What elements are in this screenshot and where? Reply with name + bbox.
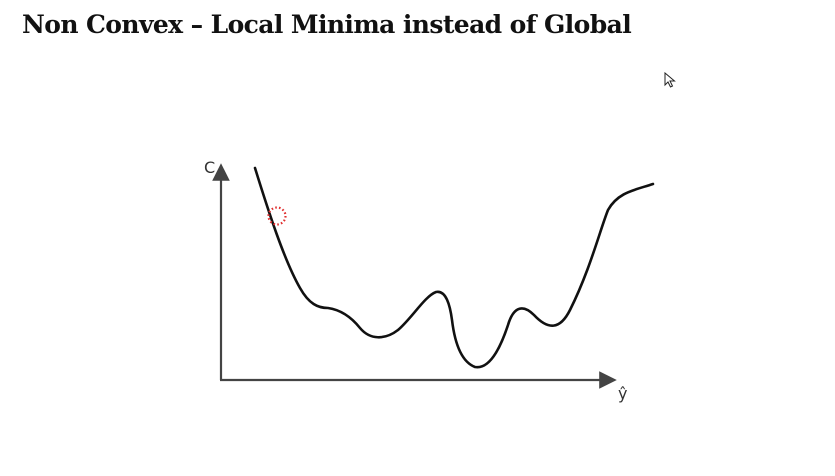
x-axis-label: ŷ (618, 384, 628, 403)
cost-curve (253, 166, 655, 369)
mouse-pointer-icon (664, 72, 676, 88)
y-axis-label: C (204, 158, 216, 177)
slide-title: Non Convex – Local Minima instead of Glo… (22, 10, 632, 39)
starting-point-marker (267, 206, 287, 226)
